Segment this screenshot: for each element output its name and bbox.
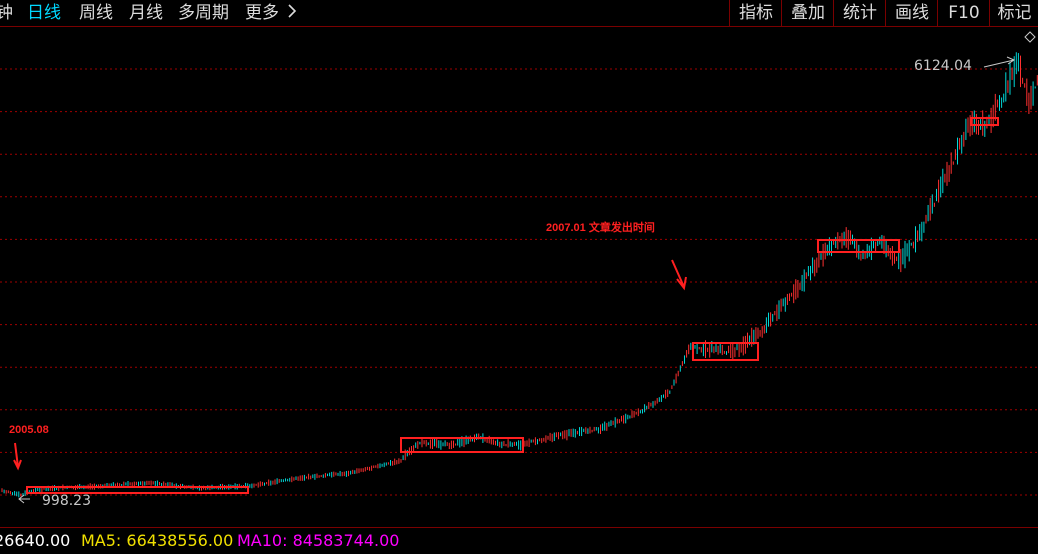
mark-button[interactable]: 标记 (989, 0, 1038, 26)
highlight-box (817, 239, 900, 253)
vol-label: 26640.00 (0, 531, 71, 550)
arrow-icon (983, 56, 1016, 68)
high-price-label: 6124.04 (914, 58, 972, 74)
highlight-box (26, 486, 249, 494)
tab-more[interactable]: 更多 (245, 2, 298, 24)
candlesticks (1, 52, 1038, 498)
f10-button[interactable]: F10 (937, 0, 990, 26)
tab-minute[interactable]: 钟 (0, 3, 13, 23)
arrow-icon (13, 442, 22, 471)
highlight-boxes (26, 117, 999, 494)
annotation-arrows (13, 56, 1016, 504)
arrow-icon (671, 259, 687, 291)
statistics-button[interactable]: 统计 (833, 0, 886, 26)
tab-weekly[interactable]: 周线 (79, 3, 113, 23)
overlay-button[interactable]: 叠加 (781, 0, 834, 26)
highlight-box (970, 117, 999, 126)
period-toolbar: 钟 日线 周线 月线 多周期 更多 指标 叠加 统计 画线 F10 标记 (0, 0, 1038, 27)
ma5-label: MA5: 66438556.00 (81, 531, 234, 550)
tab-multi-period[interactable]: 多周期 (178, 3, 229, 23)
annotation-article: 2007.01 文章发出时间 (546, 222, 655, 234)
chevron-right-icon (288, 4, 297, 18)
indicator-button[interactable]: 指标 (729, 0, 782, 26)
tab-more-label: 更多 (245, 3, 279, 23)
highlight-box (400, 437, 524, 453)
tab-daily[interactable]: 日线 (27, 3, 61, 23)
highlight-box (692, 342, 759, 361)
ma10-label: MA10: 84583744.00 (237, 531, 400, 550)
volume-status-bar: 26640.00 MA5: 66438556.00 MA10: 84583744… (0, 527, 1038, 554)
low-price-label: 998.23 (42, 493, 91, 509)
annotation-start: 2005.08 (9, 424, 49, 436)
diamond-icon[interactable] (1024, 31, 1036, 43)
grid-lines (0, 68, 1038, 496)
arrow-icon (18, 494, 30, 504)
tab-monthly[interactable]: 月线 (129, 3, 163, 23)
kline-chart[interactable] (0, 27, 1038, 527)
drawing-button[interactable]: 画线 (885, 0, 938, 26)
